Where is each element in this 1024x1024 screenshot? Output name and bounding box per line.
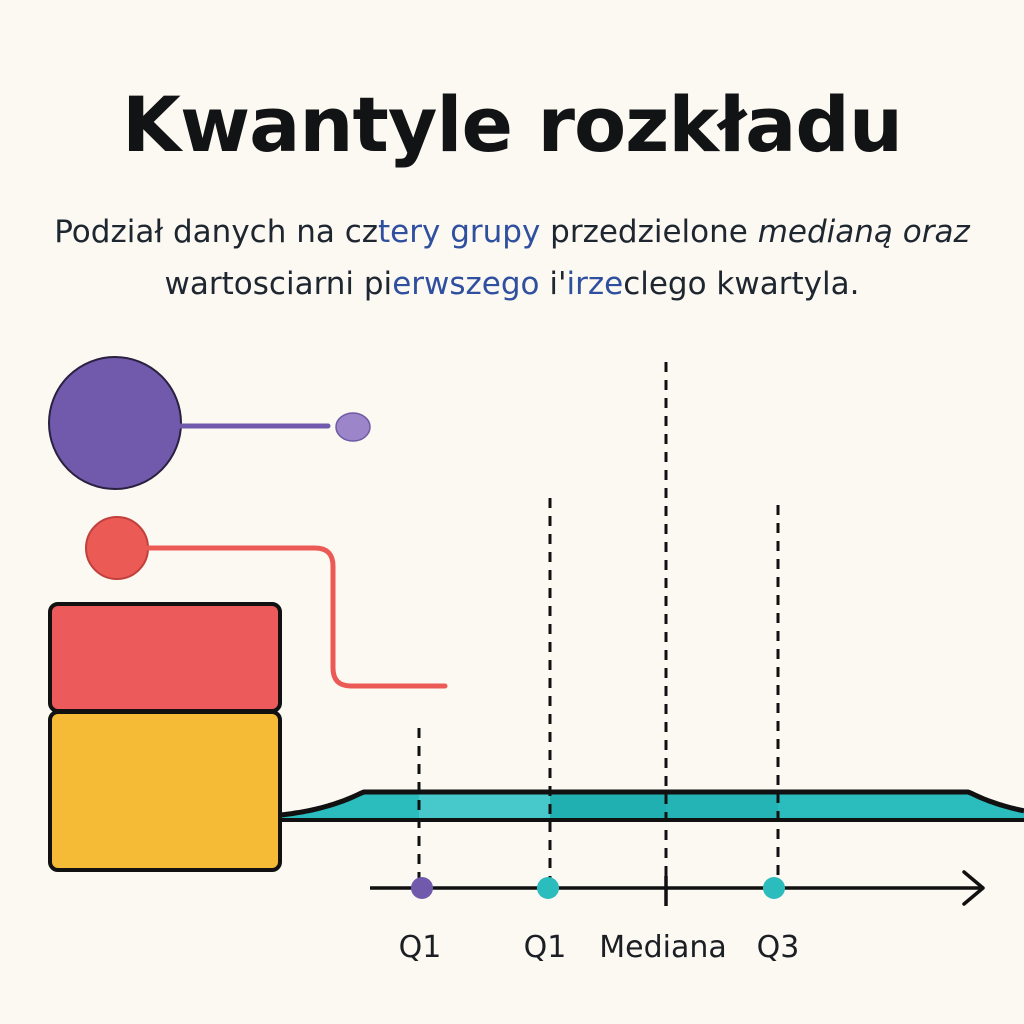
- subtitle-segment: clego kwartyla.: [623, 266, 860, 302]
- q1-right-marker: [537, 877, 559, 899]
- purple-small-dot: [335, 412, 371, 442]
- red-connector-line: [145, 545, 448, 689]
- q1-left-marker: [411, 877, 433, 899]
- axis-label-q1-left: Q1: [398, 930, 442, 965]
- distribution-fill: [280, 792, 1024, 820]
- yellow-block: [48, 710, 282, 872]
- region-q1-band: [419, 792, 550, 820]
- axis-label-median: Mediana: [599, 930, 727, 965]
- subtitle-highlight: tery grupy: [378, 214, 541, 250]
- subtitle-segment: wartosciarni pi: [164, 266, 393, 302]
- subtitle-line-2: wartosciarni pierwszego i'irzeclego kwar…: [0, 266, 1024, 302]
- subtitle-highlight: erwszego: [392, 266, 540, 302]
- subtitle-segment: i': [539, 266, 567, 302]
- subtitle-emphasis: medianą oraz: [757, 214, 970, 250]
- subtitle-line-1: Podział danych na cztery grupy przedziel…: [0, 214, 1024, 250]
- subtitle-segment: przedzielone: [540, 214, 758, 250]
- page-title: Kwantyle rozkładu: [122, 80, 903, 169]
- purple-circle: [48, 356, 182, 490]
- axis-label-q3: Q3: [756, 930, 800, 965]
- region-tail-left: [280, 792, 419, 820]
- region-inner-left: [550, 792, 666, 820]
- axis-label-q1-right: Q1: [523, 930, 567, 965]
- q3-marker: [763, 877, 785, 899]
- region-tail-right: [778, 792, 1024, 820]
- red-circle: [85, 516, 149, 580]
- bell-curve-outline: [279, 789, 1024, 818]
- region-inner-right: [666, 792, 778, 820]
- red-block: [48, 602, 282, 713]
- subtitle-highlight: irze: [566, 266, 624, 302]
- subtitle-segment: Podział danych na cz: [54, 214, 379, 250]
- number-line-arrowhead: [962, 870, 985, 906]
